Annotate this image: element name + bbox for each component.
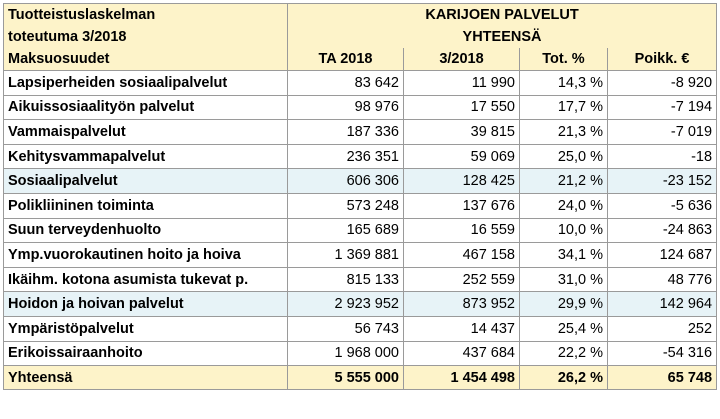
report-container: Tuotteistuslaskelman KARIJOEN PALVELUT t… — [3, 3, 718, 391]
total-tot-pct-cell: 26,2 % — [519, 365, 608, 391]
subtotal-row: Sosiaalipalvelut 606 306 128 425 21,2 % -23 … — [3, 168, 718, 194]
table-row: Vammaispalvelut 187 336 39 815 21,3 % -7 019 — [3, 119, 718, 145]
report-title-line1: Tuotteistuslaskelman — [3, 3, 288, 26]
subtotal-row: Hoidon ja hoivan palvelut 2 923 952 873 95… — [3, 291, 718, 317]
row-name-cell: Hoidon ja hoivan palvelut — [3, 291, 288, 317]
table-row: Aikuissosiaalityön palvelut 98 976 17 550 1… — [3, 94, 718, 121]
row-tot-pct-cell: 24,0 % — [519, 192, 608, 219]
row-3-2018-cell: 873 952 — [403, 291, 520, 317]
row-tot-pct-cell: 34,1 % — [519, 242, 608, 268]
row-poikk-cell: -23 152 — [606, 168, 718, 194]
row-ta-2018-cell: 56 743 — [287, 315, 404, 342]
table-row: Ikäihm. kotona asumista tukevat p. 815 13… — [3, 266, 718, 293]
org-title-line2: YHTEENSÄ — [286, 26, 718, 48]
row-tot-pct-cell: 29,9 % — [519, 291, 608, 317]
row-3-2018-cell: 137 676 — [403, 192, 520, 219]
row-3-2018-cell: 467 158 — [403, 242, 520, 268]
column-header-3-2018: 3/2018 — [403, 48, 520, 71]
total-name-cell: Yhteensä — [3, 365, 288, 391]
row-poikk-cell: -18 — [606, 143, 718, 170]
column-header-ta-2018: TA 2018 — [287, 48, 404, 71]
row-tot-pct-cell: 14,3 % — [519, 70, 608, 96]
row-poikk-cell: 124 687 — [606, 242, 718, 268]
total-3-2018-cell: 1 454 498 — [403, 365, 520, 391]
row-tot-pct-cell: 21,3 % — [519, 119, 608, 145]
row-3-2018-cell: 14 437 — [403, 315, 520, 342]
row-3-2018-cell: 17 550 — [403, 94, 520, 121]
table-row: Polikliininen toiminta 573 248 137 676 24,0… — [3, 192, 718, 219]
row-name-cell: Aikuissosiaalityön palvelut — [3, 94, 288, 121]
row-name-cell: Polikliininen toiminta — [3, 192, 288, 219]
column-header-maksuosuudet: Maksuosuudet — [3, 48, 288, 71]
table-row: Suun terveydenhuolto 165 689 16 559 10,0 % -… — [3, 217, 718, 244]
row-name-cell: Vammaispalvelut — [3, 119, 288, 145]
row-ta-2018-cell: 236 351 — [287, 143, 404, 170]
row-ta-2018-cell: 165 689 — [287, 217, 404, 244]
row-tot-pct-cell: 31,0 % — [519, 266, 608, 293]
org-title-line1: KARIJOEN PALVELUT — [286, 3, 718, 26]
row-name-cell: Ymp.vuorokautinen hoito ja hoiva — [3, 242, 288, 268]
row-3-2018-cell: 16 559 — [403, 217, 520, 244]
row-ta-2018-cell: 1 968 000 — [287, 340, 404, 367]
row-tot-pct-cell: 25,0 % — [519, 143, 608, 170]
table-row: Ympäristöpalvelut 56 743 14 437 25,4 % 252 — [3, 315, 718, 342]
row-poikk-cell: -8 920 — [606, 70, 718, 96]
row-poikk-cell: -7 194 — [606, 94, 718, 121]
row-3-2018-cell: 11 990 — [403, 70, 520, 96]
row-poikk-cell: -24 863 — [606, 217, 718, 244]
row-poikk-cell: 252 — [606, 315, 718, 342]
row-3-2018-cell: 128 425 — [403, 168, 520, 194]
row-ta-2018-cell: 1 369 881 — [287, 242, 404, 268]
row-tot-pct-cell: 10,0 % — [519, 217, 608, 244]
row-tot-pct-cell: 17,7 % — [519, 94, 608, 121]
total-row: Yhteensä 5 555 000 1 454 498 26,2 % 65 748 — [3, 365, 718, 391]
row-name-cell: Erikoissairaanhoito — [3, 340, 288, 367]
row-ta-2018-cell: 573 248 — [287, 192, 404, 219]
table-row: Kehitysvammapalvelut 236 351 59 069 25,0 % -… — [3, 143, 718, 170]
row-3-2018-cell: 437 684 — [403, 340, 520, 367]
row-name-cell: Sosiaalipalvelut — [3, 168, 288, 194]
row-name-cell: Ympäristöpalvelut — [3, 315, 288, 342]
column-header-tot-pct: Tot. % — [519, 48, 608, 71]
table-row: Erikoissairaanhoito 1 968 000 437 684 22,2 … — [3, 340, 718, 367]
header-row-2: toteutuma 3/2018 YHTEENSÄ — [3, 26, 718, 48]
row-3-2018-cell: 39 815 — [403, 119, 520, 145]
row-ta-2018-cell: 606 306 — [287, 168, 404, 194]
row-name-cell: Kehitysvammapalvelut — [3, 143, 288, 170]
row-3-2018-cell: 252 559 — [403, 266, 520, 293]
row-poikk-cell: -7 019 — [606, 119, 718, 145]
column-header-poikk: Poikk. € — [606, 48, 718, 71]
row-ta-2018-cell: 187 336 — [287, 119, 404, 145]
row-ta-2018-cell: 2 923 952 — [287, 291, 404, 317]
row-poikk-cell: 142 964 — [606, 291, 718, 317]
report-title-line2: toteutuma 3/2018 — [3, 26, 288, 48]
table-row: Lapsiperheiden sosiaalipalvelut 83 642 11 … — [3, 70, 718, 96]
row-poikk-cell: 48 776 — [606, 266, 718, 293]
total-poikk-cell: 65 748 — [606, 365, 718, 391]
report-table: Tuotteistuslaskelman KARIJOEN PALVELUT t… — [3, 3, 718, 391]
row-ta-2018-cell: 83 642 — [287, 70, 404, 96]
row-tot-pct-cell: 25,4 % — [519, 315, 608, 342]
row-poikk-cell: -54 316 — [606, 340, 718, 367]
column-header-row: Maksuosuudet TA 2018 3/2018 Tot. % Poikk… — [3, 48, 718, 71]
row-ta-2018-cell: 98 976 — [287, 94, 404, 121]
row-tot-pct-cell: 22,2 % — [519, 340, 608, 367]
table-row: Ymp.vuorokautinen hoito ja hoiva 1 369 88… — [3, 242, 718, 268]
row-poikk-cell: -5 636 — [606, 192, 718, 219]
row-tot-pct-cell: 21,2 % — [519, 168, 608, 194]
header-row-1: Tuotteistuslaskelman KARIJOEN PALVELUT — [3, 3, 718, 26]
row-name-cell: Suun terveydenhuolto — [3, 217, 288, 244]
row-name-cell: Ikäihm. kotona asumista tukevat p. — [3, 266, 288, 293]
total-ta-2018-cell: 5 555 000 — [287, 365, 404, 391]
row-ta-2018-cell: 815 133 — [287, 266, 404, 293]
row-3-2018-cell: 59 069 — [403, 143, 520, 170]
row-name-cell: Lapsiperheiden sosiaalipalvelut — [3, 70, 288, 96]
